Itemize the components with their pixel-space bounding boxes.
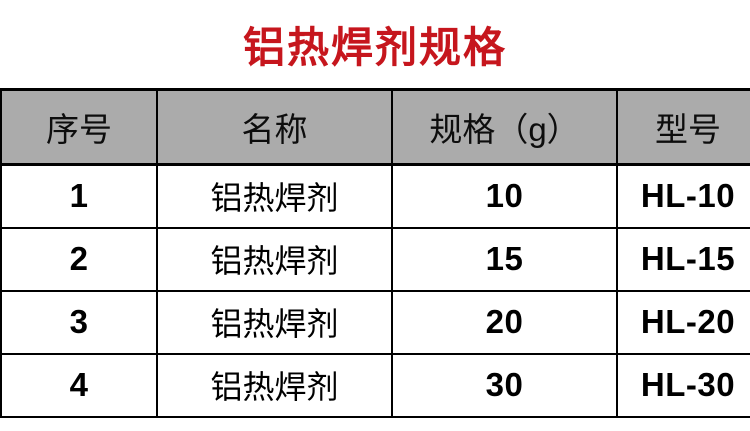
table-row: 2 铝热焊剂 15 HL-15: [0, 226, 750, 292]
cell-spec: 20: [391, 289, 618, 355]
spec-table: 序号 名称 规格（g） 型号 1 铝热焊剂 10 HL-10 2 铝热焊剂 15…: [0, 88, 750, 418]
cell-name: 铝热焊剂: [156, 226, 393, 292]
col-header-name: 名称: [156, 88, 393, 166]
page-title: 铝热焊剂规格: [242, 23, 507, 71]
cell-index: 2: [0, 226, 158, 292]
cell-model: HL-20: [616, 289, 750, 355]
cell-index: 3: [0, 289, 158, 355]
cell-model: HL-30: [616, 352, 750, 418]
cell-index: 1: [0, 163, 158, 229]
cell-name: 铝热焊剂: [156, 352, 393, 418]
col-header-spec-g: 规格（g）: [391, 88, 618, 166]
cell-model: HL-15: [616, 226, 750, 292]
table-row: 1 铝热焊剂 10 HL-10: [0, 163, 750, 229]
col-header-index: 序号: [0, 88, 158, 166]
table-row: 4 铝热焊剂 30 HL-30: [0, 352, 750, 418]
cell-spec: 15: [391, 226, 618, 292]
cell-name: 铝热焊剂: [156, 163, 393, 229]
table-row: 3 铝热焊剂 20 HL-20: [0, 289, 750, 355]
cell-spec: 10: [391, 163, 618, 229]
table-header-row: 序号 名称 规格（g） 型号: [0, 88, 750, 166]
col-header-model: 型号: [616, 88, 750, 166]
cell-model: HL-10: [616, 163, 750, 229]
cell-index: 4: [0, 352, 158, 418]
cell-name: 铝热焊剂: [156, 289, 393, 355]
cell-spec: 30: [391, 352, 618, 418]
